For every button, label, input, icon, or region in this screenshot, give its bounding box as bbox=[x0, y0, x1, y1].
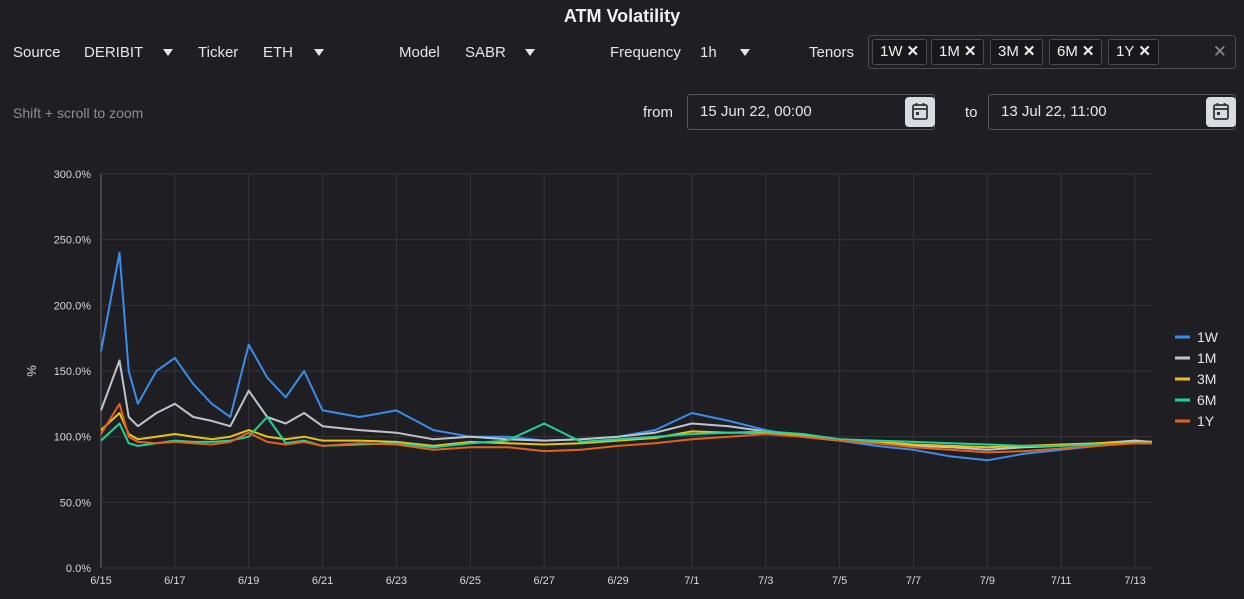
close-icon[interactable]: ✕ bbox=[1081, 43, 1095, 60]
x-tick-label: 7/13 bbox=[1124, 575, 1145, 587]
x-tick-label: 6/19 bbox=[238, 575, 259, 587]
legend-label: 1Y bbox=[1197, 413, 1215, 429]
close-icon[interactable]: ✕ bbox=[1022, 43, 1036, 60]
legend-label: 6M bbox=[1197, 392, 1216, 408]
model-select[interactable]: SABR bbox=[465, 44, 506, 61]
tenor-chip-1w[interactable]: 1W ✕ bbox=[872, 39, 928, 65]
x-tick-label: 6/21 bbox=[312, 575, 333, 587]
legend-item-1w[interactable]: 1W bbox=[1175, 329, 1219, 345]
x-tick-label: 7/9 bbox=[980, 575, 995, 587]
page-title: ATM Volatility bbox=[563, 6, 681, 26]
chart-series bbox=[100, 251, 1153, 462]
chart-grid bbox=[100, 173, 1152, 569]
series-line-3m bbox=[100, 412, 1152, 449]
series-line-1m bbox=[100, 359, 1153, 451]
legend-label: 3M bbox=[1197, 371, 1216, 387]
tenor-chip-6m[interactable]: 6M ✕ bbox=[1049, 39, 1103, 65]
ticker-dropdown-icon[interactable] bbox=[314, 49, 324, 56]
x-tick-label: 7/5 bbox=[832, 575, 847, 587]
legend-item-3m[interactable]: 3M bbox=[1175, 371, 1216, 387]
y-tick-label: 100.0% bbox=[54, 432, 92, 444]
x-tick-label: 7/1 bbox=[684, 575, 699, 587]
to-date-input[interactable]: 13 Jul 22, 11:00 bbox=[988, 94, 1236, 130]
close-icon[interactable]: ✕ bbox=[906, 43, 920, 60]
ticker-select[interactable]: ETH bbox=[263, 44, 293, 61]
legend-item-1m[interactable]: 1M bbox=[1175, 350, 1216, 366]
y-tick-label: 150.0% bbox=[54, 366, 92, 378]
source-label: Source bbox=[13, 44, 61, 61]
chart-legend[interactable]: 1W 1M 3M 6M 1Y bbox=[1175, 329, 1219, 429]
x-axis-ticks: 6/15 6/17 6/19 6/21 6/23 6/25 6/27 6/29 7/1 7/3 7/… bbox=[90, 575, 1145, 587]
x-tick-label: 7/7 bbox=[906, 575, 921, 587]
x-tick-label: 6/27 bbox=[533, 575, 554, 587]
model-label: Model bbox=[399, 44, 440, 61]
close-icon[interactable]: ✕ bbox=[1138, 43, 1151, 60]
x-tick-label: 6/25 bbox=[460, 575, 481, 587]
y-tick-label: 50.0% bbox=[60, 497, 91, 509]
tenors-label: Tenors bbox=[809, 44, 855, 61]
source-select[interactable]: DERIBIT bbox=[84, 44, 144, 61]
y-axis-ticks: 0.0% 50.0% 100.0% 150.0% 200.0% 250.0% 300.0% bbox=[54, 169, 92, 575]
ticker-label: Ticker bbox=[198, 44, 239, 61]
x-tick-label: 6/29 bbox=[607, 575, 628, 587]
series-line-1y bbox=[100, 402, 1152, 454]
source-dropdown-icon[interactable] bbox=[163, 49, 173, 56]
legend-label: 1W bbox=[1197, 329, 1219, 345]
tenor-chip-1y[interactable]: 1Y ✕ bbox=[1108, 39, 1159, 65]
x-tick-label: 7/11 bbox=[1051, 575, 1072, 587]
tenors-multiselect[interactable]: 1W ✕ 1M ✕ 3M ✕ 6M ✕ 1Y ✕ ✕ bbox=[868, 35, 1236, 69]
x-tick-label: 6/17 bbox=[164, 575, 185, 587]
volatility-chart[interactable]: 0.0%50.0%100.0%150.0%200.0%250.0%300.0% … bbox=[0, 150, 1244, 599]
frequency-select[interactable]: 1h bbox=[700, 44, 717, 61]
y-tick-label: 300.0% bbox=[54, 169, 92, 181]
calendar-icon[interactable] bbox=[905, 97, 935, 127]
x-tick-label: 7/3 bbox=[758, 575, 773, 587]
y-tick-label: 0.0% bbox=[66, 563, 91, 575]
legend-label: 1M bbox=[1197, 350, 1216, 366]
from-label: from bbox=[643, 104, 673, 121]
model-dropdown-icon[interactable] bbox=[525, 49, 535, 56]
tenor-chip-3m[interactable]: 3M ✕ bbox=[990, 39, 1044, 65]
series-line-6m bbox=[100, 416, 1152, 449]
x-tick-label: 6/15 bbox=[90, 575, 111, 587]
clear-tenors-icon[interactable]: ✕ bbox=[1212, 42, 1227, 61]
x-tick-label: 6/23 bbox=[386, 575, 407, 587]
series-line-1w bbox=[100, 251, 1153, 462]
frequency-label: Frequency bbox=[610, 44, 681, 61]
calendar-icon[interactable] bbox=[1206, 97, 1236, 127]
zoom-hint: Shift + scroll to zoom bbox=[13, 105, 144, 121]
to-label: to bbox=[965, 104, 978, 121]
y-tick-label: 200.0% bbox=[54, 300, 92, 312]
y-axis-label: % bbox=[24, 365, 39, 377]
frequency-dropdown-icon[interactable] bbox=[740, 49, 750, 56]
legend-item-6m[interactable]: 6M bbox=[1175, 392, 1216, 408]
y-tick-label: 250.0% bbox=[54, 235, 92, 247]
tenor-chip-1m[interactable]: 1M ✕ bbox=[931, 39, 985, 65]
from-date-input[interactable]: 15 Jun 22, 00:00 bbox=[687, 94, 935, 130]
close-icon[interactable]: ✕ bbox=[963, 43, 977, 60]
legend-item-1y[interactable]: 1Y bbox=[1175, 413, 1215, 429]
